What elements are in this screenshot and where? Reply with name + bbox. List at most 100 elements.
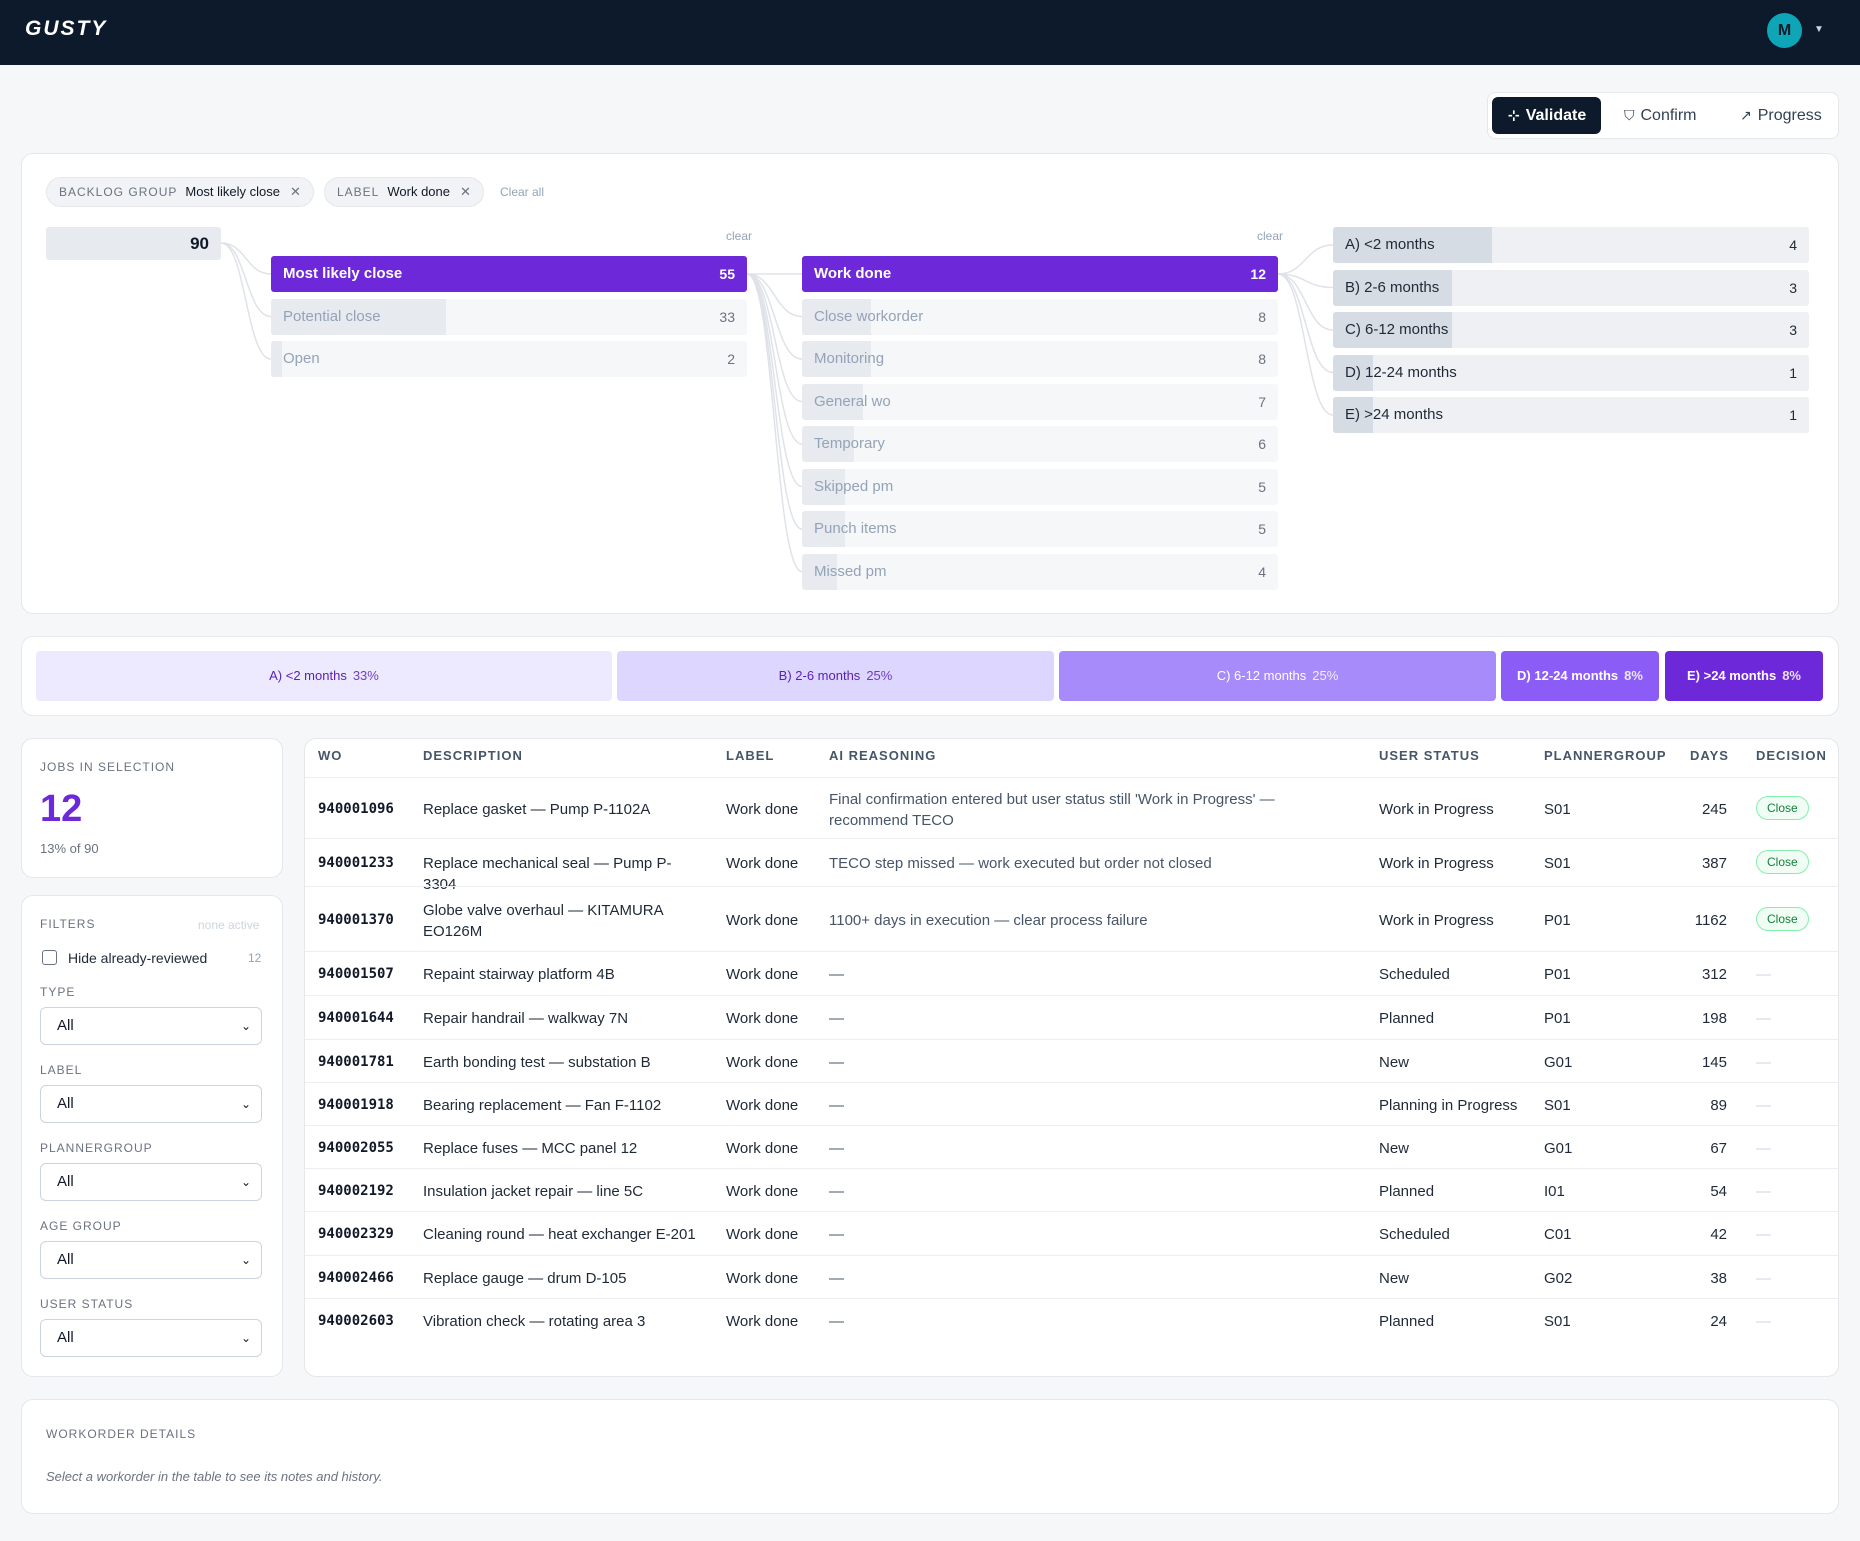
user-status-cell: New: [1379, 1053, 1410, 1071]
filter-select[interactable]: All ⌄: [40, 1319, 262, 1357]
age-node[interactable]: B) 2-6 months 3: [1333, 269, 1809, 306]
group-node[interactable]: Open 2: [271, 341, 747, 377]
label-node[interactable]: Monitoring 8: [802, 341, 1278, 377]
age-segment-percent: 33%: [352, 668, 379, 683]
col-header-decision[interactable]: DECISION: [1756, 748, 1827, 763]
filter-select[interactable]: All ⌄: [40, 1163, 262, 1201]
decision-empty: —: [1756, 1182, 1771, 1200]
decision-badge[interactable]: Close: [1756, 795, 1809, 820]
table-row[interactable]: [305, 1255, 1838, 1298]
close-icon[interactable]: ✕: [290, 184, 301, 199]
filter-label: LABEL: [40, 1063, 83, 1077]
workorder-details-card: [21, 1399, 1839, 1514]
age-segment[interactable]: D) 12-24 months 8%: [1501, 651, 1659, 701]
sankey-total-node[interactable]: 90: [46, 227, 221, 260]
progress-label: Progress: [1757, 107, 1822, 124]
age-segment-label: D) 12-24 months: [1517, 668, 1619, 683]
col-header-ai-reasoning[interactable]: AI REASONING: [829, 748, 937, 763]
clear-all-link[interactable]: Clear all: [500, 185, 545, 199]
col-header-description[interactable]: DESCRIPTION: [423, 748, 523, 763]
col-header-label[interactable]: LABEL: [726, 748, 775, 763]
age-node[interactable]: C) 6-12 months 3: [1333, 312, 1809, 348]
days-cell: 198: [1701, 1010, 1727, 1027]
plannergroup-cell: P01: [1544, 966, 1571, 983]
group-clear-link[interactable]: clear: [726, 229, 753, 243]
age-node[interactable]: E) >24 months 1: [1333, 397, 1809, 433]
filter-select[interactable]: All ⌄: [40, 1007, 262, 1045]
label-node[interactable]: Close workorder 8: [802, 298, 1278, 335]
progress-button[interactable]: ↗ Progress: [1724, 97, 1836, 134]
user-status-cell: Planning in Progress: [1379, 1096, 1518, 1114]
table-row[interactable]: [305, 1082, 1838, 1125]
plannergroup-cell: P01: [1544, 1010, 1571, 1027]
decision-badge[interactable]: Close: [1756, 906, 1809, 931]
group-node[interactable]: Potential close 33: [271, 298, 747, 335]
group-node[interactable]: Most likely close 55: [271, 256, 747, 292]
filter-select[interactable]: All ⌄: [40, 1085, 262, 1123]
user-status-cell: Work in Progress: [1379, 911, 1494, 929]
stat-title: JOBS IN SELECTION: [40, 760, 176, 774]
col-header-plannergroup[interactable]: PLANNERGROUP: [1544, 748, 1667, 763]
table-row[interactable]: [305, 1039, 1838, 1082]
col-header-wo[interactable]: WO: [318, 748, 343, 763]
filter-select-value: All: [57, 1251, 74, 1268]
chip-key: BACKLOG GROUP: [59, 185, 178, 199]
age-node[interactable]: A) <2 months 4: [1333, 227, 1809, 263]
confirm-button[interactable]: ⛉ Confirm: [1608, 97, 1718, 134]
label-node-value: 12: [1250, 266, 1266, 282]
table-row[interactable]: [305, 886, 1838, 951]
validate-button[interactable]: ⊹ Validate: [1492, 97, 1601, 134]
table-row[interactable]: [305, 777, 1838, 838]
plannergroup-cell: G01: [1544, 1053, 1573, 1071]
chevron-down-icon[interactable]: ▼: [1814, 24, 1824, 35]
plannergroup-cell: C01: [1544, 1226, 1572, 1243]
hide-reviewed-checkbox[interactable]: [42, 950, 57, 965]
label-clear-link[interactable]: clear: [1257, 229, 1284, 243]
age-segment[interactable]: C) 6-12 months 25%: [1059, 651, 1496, 701]
age-node-fill: [1333, 269, 1452, 306]
age-segment-percent: 25%: [866, 668, 893, 683]
plannergroup-cell: S01: [1544, 855, 1571, 872]
age-segment[interactable]: B) 2-6 months 25%: [617, 651, 1054, 701]
filter-select[interactable]: All ⌄: [40, 1241, 262, 1279]
label-node-label: Punch items: [814, 520, 897, 537]
user-avatar[interactable]: M: [1767, 13, 1802, 48]
decision-empty: —: [1756, 1226, 1771, 1243]
label-node[interactable]: Skipped pm 5: [802, 468, 1278, 505]
label-node[interactable]: Missed pm 4: [802, 553, 1278, 590]
description-cell: Vibration check — rotating area 3: [423, 1312, 646, 1330]
user-status-cell: New: [1379, 1139, 1410, 1157]
hide-reviewed-label[interactable]: Hide already-reviewed: [68, 950, 208, 966]
label-node[interactable]: Temporary 6: [802, 426, 1278, 462]
label-node[interactable]: General wo 7: [802, 383, 1278, 420]
col-header-user-status[interactable]: USER STATUS: [1379, 748, 1480, 763]
filter-chip-label[interactable]: LABEL Work done ✕: [324, 177, 484, 207]
description-cell: Globe valve overhaul — KITAMURA EO126M: [423, 901, 663, 940]
label-node[interactable]: Punch items 5: [802, 511, 1278, 547]
col-header-days[interactable]: DAYS: [1690, 748, 1729, 763]
sankey-link: [1277, 273, 1334, 331]
group-node-label: Potential close: [283, 307, 381, 325]
table-row[interactable]: [305, 838, 1838, 886]
label-node[interactable]: Work done 12: [802, 256, 1278, 292]
label-node-fill: [802, 383, 863, 420]
table-row[interactable]: [305, 1125, 1838, 1168]
filter-chip-backlog-group[interactable]: BACKLOG GROUP Most likely close ✕: [46, 177, 314, 207]
age-segment[interactable]: A) <2 months 33%: [36, 651, 612, 701]
filter-select-value: All: [57, 1329, 74, 1346]
table-row[interactable]: [305, 951, 1838, 995]
table-row[interactable]: [305, 1298, 1838, 1341]
age-node-value: 4: [1789, 237, 1797, 253]
table-row[interactable]: [305, 1211, 1838, 1255]
age-segment[interactable]: E) >24 months 8%: [1665, 651, 1823, 701]
workorder-details-hint: Select a workorder in the table to see i…: [46, 1469, 383, 1484]
table-row[interactable]: [305, 995, 1838, 1039]
close-icon[interactable]: ✕: [460, 184, 471, 199]
age-segment-label: C) 6-12 months: [1216, 668, 1307, 683]
decision-badge[interactable]: Close: [1756, 850, 1809, 874]
table-row[interactable]: [305, 1168, 1838, 1211]
age-node[interactable]: D) 12-24 months 1: [1333, 354, 1809, 391]
ai-reasoning-cell: —: [829, 1010, 844, 1027]
plannergroup-cell: I01: [1544, 1182, 1565, 1200]
filters-card: [21, 895, 283, 1377]
